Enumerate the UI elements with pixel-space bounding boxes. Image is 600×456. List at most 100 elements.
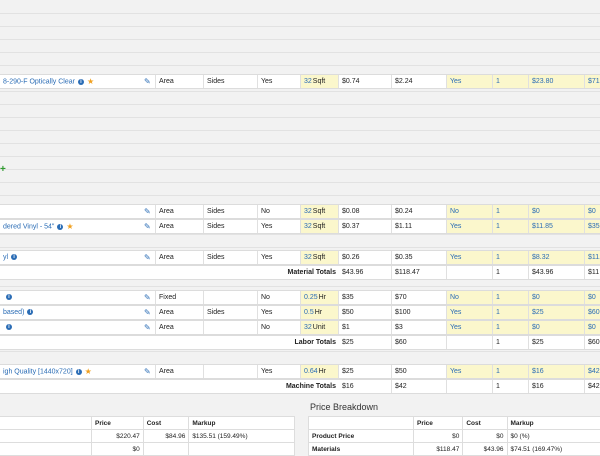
star-icon[interactable]: ★ (86, 77, 95, 86)
line-item-mult[interactable]: 1 (493, 321, 529, 334)
line-item-inc[interactable]: Yes (447, 365, 493, 378)
line-item-total[interactable]: $11.85 (529, 220, 585, 233)
line-item-qty[interactable]: 32Sqft (301, 205, 339, 218)
row-divider (0, 182, 600, 183)
line-item-sides (204, 365, 258, 378)
pencil-icon[interactable]: ✎ (144, 308, 151, 317)
line-item-mult[interactable]: 1 (493, 251, 529, 264)
line-item-qty-value[interactable]: 0.5 (304, 309, 314, 316)
line-item-qty-value[interactable]: 0.64 (304, 368, 318, 375)
line-item-name[interactable]: 8-290-F Optically Clear i ★ (0, 75, 156, 88)
line-item-mult[interactable]: 1 (493, 306, 529, 319)
totals-extra: $60 (585, 336, 600, 349)
pencil-icon[interactable]: ✎ (144, 293, 151, 302)
info-icon[interactable]: i (11, 254, 18, 261)
line-item-name-text[interactable]: igh Quality [1440x720] (3, 368, 73, 376)
line-item-qty[interactable]: 0.25Hr (301, 291, 339, 304)
line-item-name[interactable]: i (0, 291, 156, 304)
summary-markup: $135.51 (159.49%) (188, 429, 295, 443)
line-item-total[interactable]: $16 (529, 365, 585, 378)
line-item-d: Yes (258, 365, 301, 378)
row-divider (0, 91, 600, 92)
star-icon[interactable]: ★ (66, 222, 74, 231)
breakdown-cost: $0 (462, 429, 508, 443)
line-item-inc[interactable]: Yes (447, 306, 493, 319)
line-item-inc[interactable]: Yes (447, 321, 493, 334)
line-item-qty-value[interactable]: 32 (304, 324, 312, 331)
line-item-qty[interactable]: 32Unit (301, 321, 339, 334)
star-icon[interactable]: ★ (84, 367, 92, 376)
pencil-icon[interactable]: ✎ (144, 253, 151, 262)
totals-cost: $16 (339, 380, 392, 393)
line-item-qty[interactable]: 0.64Hr (301, 365, 339, 378)
info-icon[interactable]: i (6, 294, 12, 301)
info-icon[interactable]: i (57, 223, 64, 230)
line-item-qty-value[interactable]: 32 (304, 254, 312, 261)
line-item-name[interactable]: yl i (0, 251, 156, 264)
line-item-name-text[interactable]: yl (3, 254, 9, 261)
line-item-mult[interactable]: 1 (493, 291, 529, 304)
line-item-extra[interactable]: $71. (585, 75, 600, 88)
pencil-icon[interactable]: ✎ (144, 323, 151, 332)
line-item-extra[interactable]: $0 (585, 291, 600, 304)
line-item-qty-value[interactable]: 0.25 (304, 294, 318, 301)
line-item-name-text[interactable]: dered Vinyl - 54" (3, 223, 55, 231)
line-item-sides (204, 321, 258, 334)
info-icon[interactable]: i (6, 324, 12, 331)
line-item-extra[interactable]: $42 (585, 365, 600, 378)
line-item-inc[interactable]: Yes (447, 251, 493, 264)
line-item-row: i ✎ Fixed No 0.25Hr $35 $70 No 1 $0 $0 (0, 290, 600, 305)
line-item-qty[interactable]: 0.5Hr (301, 306, 339, 319)
line-item-extra[interactable]: $0 (585, 321, 600, 334)
line-item-inc[interactable]: No (447, 205, 493, 218)
line-item-name[interactable]: dered Vinyl - 54" i ★ (0, 220, 156, 233)
line-item-total[interactable]: $25 (529, 306, 585, 319)
line-item-qty-value[interactable]: 32 (304, 223, 312, 230)
line-item-inc[interactable]: Yes (447, 220, 493, 233)
line-item-name[interactable]: based) i (0, 306, 156, 319)
pencil-icon[interactable]: ✎ (144, 207, 151, 216)
totals-price: $118.47 (392, 266, 447, 279)
line-item-mult[interactable]: 1 (493, 220, 529, 233)
line-item-qty[interactable]: 32Sqft (301, 220, 339, 233)
summary-cost: $84.96 (142, 429, 190, 443)
line-item-mult[interactable]: 1 (493, 205, 529, 218)
line-item-qty[interactable]: 32Sqft (301, 251, 339, 264)
info-icon[interactable]: i (27, 309, 34, 316)
line-item-price: $0.24 (392, 205, 447, 218)
line-item-qty-value[interactable]: 32 (304, 78, 312, 85)
add-row-plus-icon[interactable]: + (0, 164, 6, 175)
line-item-extra[interactable]: $35. (585, 220, 600, 233)
line-item-inc[interactable]: No (447, 291, 493, 304)
line-item-total[interactable]: $0 (529, 205, 585, 218)
line-item-d: No (258, 205, 301, 218)
line-item-cost: $35 (339, 291, 392, 304)
line-item-name-text[interactable]: 8-290-F Optically Clear (3, 78, 75, 86)
line-item-name[interactable] (0, 205, 156, 218)
pencil-icon[interactable]: ✎ (144, 367, 151, 376)
line-item-name-text[interactable]: based) (3, 309, 25, 316)
line-item-inc[interactable]: Yes (447, 75, 493, 88)
line-item-unit: Hr (318, 368, 327, 375)
line-item-name[interactable]: igh Quality [1440x720] i ★ (0, 365, 156, 378)
line-item-extra[interactable]: $0 (585, 205, 600, 218)
line-item-total[interactable]: $23.80 (529, 75, 585, 88)
line-item-total[interactable]: $8.32 (529, 251, 585, 264)
line-item-total[interactable]: $0 (529, 321, 585, 334)
line-item-price: $3 (392, 321, 447, 334)
line-item-extra[interactable]: $60 (585, 306, 600, 319)
line-item-mult[interactable]: 1 (493, 75, 529, 88)
pencil-icon[interactable]: ✎ (144, 222, 151, 231)
line-item-total[interactable]: $0 (529, 291, 585, 304)
line-item-name[interactable]: i (0, 321, 156, 334)
line-item-qty[interactable]: 32Sqft (301, 75, 339, 88)
info-icon[interactable]: i (75, 368, 82, 375)
line-item-extra[interactable]: $11. (585, 251, 600, 264)
line-item-sides: Sides (204, 205, 258, 218)
line-item-qty-value[interactable]: 32 (304, 208, 312, 215)
totals-cost: $43.96 (339, 266, 392, 279)
line-item-mult[interactable]: 1 (493, 365, 529, 378)
totals-label: Material Totals (287, 269, 337, 276)
info-icon[interactable]: i (77, 78, 84, 85)
pencil-icon[interactable]: ✎ (144, 77, 151, 86)
